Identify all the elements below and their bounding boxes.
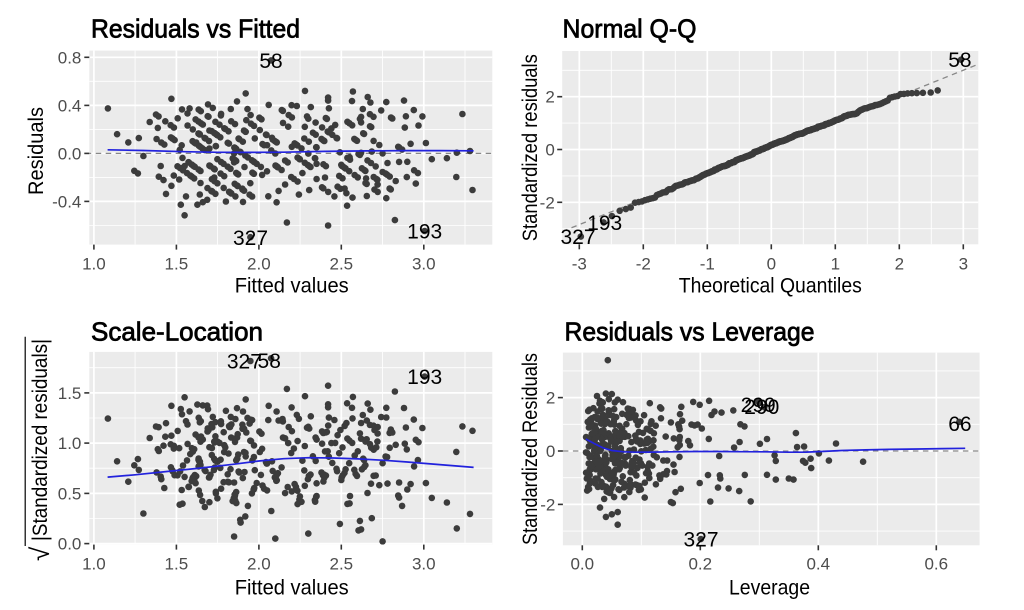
svg-text:|Standardized residuals|: |Standardized residuals| (29, 339, 52, 541)
svg-text:0.0: 0.0 (570, 555, 594, 574)
svg-text:Residuals: Residuals (25, 107, 48, 195)
svg-text:3.0: 3.0 (412, 255, 436, 274)
svg-text:-2: -2 (540, 193, 555, 212)
svg-text:Residuals vs Fitted: Residuals vs Fitted (91, 14, 300, 44)
svg-text:-1: -1 (700, 255, 715, 274)
svg-text:Fitted values: Fitted values (235, 275, 349, 298)
svg-text:290: 290 (744, 396, 779, 419)
svg-text:Standardized residuals: Standardized residuals (519, 54, 542, 241)
svg-text:2.0: 2.0 (247, 555, 271, 574)
svg-text:2: 2 (895, 255, 904, 274)
svg-text:0.6: 0.6 (924, 555, 948, 574)
svg-text:0.0: 0.0 (58, 144, 82, 163)
svg-text:66: 66 (948, 413, 971, 436)
svg-text:Theoretical Quantiles: Theoretical Quantiles (679, 275, 862, 298)
svg-text:0.8: 0.8 (58, 48, 82, 67)
svg-text:193: 193 (407, 221, 442, 244)
svg-text:1.5: 1.5 (165, 555, 189, 574)
svg-text:Standardized Residuals: Standardized Residuals (519, 353, 542, 545)
svg-text:1.0: 1.0 (58, 434, 82, 453)
svg-text:1.5: 1.5 (58, 384, 82, 403)
svg-text:-2: -2 (636, 255, 651, 274)
svg-text:Residuals vs Leverage: Residuals vs Leverage (565, 317, 815, 347)
svg-text:58: 58 (258, 350, 281, 373)
svg-text:0.2: 0.2 (688, 555, 712, 574)
svg-text:0.0: 0.0 (58, 535, 82, 554)
svg-text:1.5: 1.5 (165, 255, 189, 274)
svg-text:0.5: 0.5 (58, 484, 82, 503)
svg-text:Scale-Location: Scale-Location (91, 317, 263, 347)
svg-text:Leverage: Leverage (729, 577, 810, 600)
svg-text:Fitted values: Fitted values (235, 577, 349, 600)
svg-text:0: 0 (767, 255, 776, 274)
svg-text:2: 2 (545, 88, 554, 107)
svg-text:-2: -2 (540, 495, 555, 514)
svg-text:0.4: 0.4 (806, 555, 830, 574)
svg-text:3: 3 (959, 255, 968, 274)
svg-text:2.5: 2.5 (330, 255, 354, 274)
svg-text:√: √ (25, 546, 55, 561)
svg-text:1.0: 1.0 (82, 255, 106, 274)
svg-text:Normal Q-Q: Normal Q-Q (563, 14, 697, 44)
svg-text:327: 327 (227, 351, 262, 374)
svg-text:58: 58 (259, 50, 282, 73)
svg-text:3.0: 3.0 (412, 555, 436, 574)
svg-text:2.0: 2.0 (247, 255, 271, 274)
svg-text:1: 1 (831, 255, 840, 274)
svg-text:327: 327 (233, 227, 268, 250)
svg-text:299: 299 (741, 394, 776, 417)
svg-text:0.4: 0.4 (58, 96, 82, 115)
svg-text:193: 193 (587, 212, 622, 235)
svg-text:2: 2 (546, 389, 555, 408)
svg-text:327: 327 (683, 529, 718, 552)
svg-text:193: 193 (407, 366, 442, 389)
svg-text:-0.4: -0.4 (52, 192, 81, 211)
svg-text:1.0: 1.0 (82, 555, 106, 574)
svg-text:0: 0 (546, 442, 555, 461)
svg-text:-3: -3 (572, 255, 587, 274)
svg-text:2.5: 2.5 (330, 555, 354, 574)
svg-text:58: 58 (948, 49, 971, 72)
svg-text:327: 327 (560, 226, 595, 249)
svg-text:0: 0 (545, 141, 554, 160)
